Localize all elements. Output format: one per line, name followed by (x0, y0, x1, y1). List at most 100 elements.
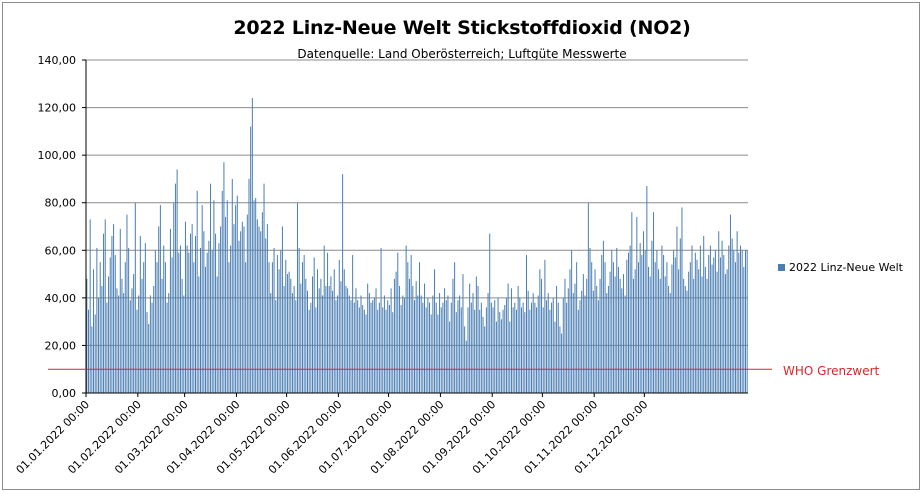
bar (164, 262, 166, 393)
bar (649, 276, 651, 393)
bar (432, 295, 434, 393)
bar (153, 285, 155, 393)
bar (425, 307, 427, 393)
bar (455, 312, 457, 393)
bar (413, 300, 415, 393)
bar (382, 307, 384, 393)
bar (240, 231, 242, 393)
bar (333, 269, 335, 393)
bar (559, 326, 561, 393)
bar (156, 262, 158, 393)
bar (91, 326, 93, 393)
bar (738, 252, 740, 393)
bar (144, 243, 146, 393)
bar (345, 285, 347, 393)
bar (103, 233, 105, 393)
bar (430, 314, 432, 393)
bar (211, 250, 213, 393)
bar (601, 255, 603, 393)
bar (544, 259, 546, 393)
bar (552, 297, 554, 393)
bar (621, 288, 623, 393)
bar (591, 262, 593, 393)
bar (179, 245, 181, 393)
bar (104, 219, 106, 393)
bar (303, 255, 305, 393)
bar (365, 314, 367, 393)
bar (696, 259, 698, 393)
bar (741, 250, 743, 393)
bar (213, 200, 215, 393)
bar (139, 236, 141, 393)
bar (688, 271, 690, 393)
bar (154, 250, 156, 393)
bar (241, 221, 243, 393)
bar (238, 240, 240, 393)
bar (460, 307, 462, 393)
bar (352, 255, 354, 393)
bar (407, 262, 409, 393)
bar (480, 302, 482, 393)
bar (579, 300, 581, 393)
bar (427, 297, 429, 393)
y-tick-label: 120,00 (38, 102, 77, 115)
bar (221, 190, 223, 393)
bar (629, 245, 631, 393)
bar (671, 264, 673, 393)
bar (683, 278, 685, 393)
bar (435, 302, 437, 393)
bar (437, 314, 439, 393)
bar (270, 293, 272, 393)
bar (373, 297, 375, 393)
bar (250, 126, 252, 393)
bar (698, 269, 700, 393)
bar (611, 250, 613, 393)
bar (275, 300, 277, 393)
bar (163, 245, 165, 393)
bar (377, 309, 379, 393)
bar (668, 285, 670, 393)
bar-series (86, 98, 748, 393)
bar (298, 247, 300, 393)
bar (713, 257, 715, 393)
bar (594, 269, 596, 393)
bar (551, 302, 553, 393)
bar (442, 302, 444, 393)
bar (424, 283, 426, 393)
bar (632, 278, 634, 393)
bar (447, 295, 449, 393)
bar (631, 212, 633, 393)
bar (592, 290, 594, 393)
bar (138, 295, 140, 393)
bar (181, 278, 183, 393)
bar (415, 281, 417, 393)
bar (183, 295, 185, 393)
bar (403, 297, 405, 393)
bar (196, 190, 198, 393)
bar (350, 300, 352, 393)
bar (158, 226, 160, 393)
bar (686, 290, 688, 393)
bar (320, 278, 322, 393)
bar (360, 295, 362, 393)
bar (484, 326, 486, 393)
chart-title: 2022 Linz-Neue Welt Stickstoffdioxid (NO… (233, 17, 691, 39)
bar (335, 300, 337, 393)
bar (651, 240, 653, 393)
bar (641, 255, 643, 393)
y-tick-label: 0,00 (52, 387, 77, 400)
bar (301, 262, 303, 393)
bar (121, 278, 123, 393)
bar (726, 269, 728, 393)
y-tick-label: 100,00 (38, 149, 77, 162)
bar (208, 240, 210, 393)
bar (133, 274, 135, 393)
bar (367, 283, 369, 393)
bar (643, 231, 645, 393)
bar (148, 324, 150, 393)
bar (526, 255, 527, 393)
bar (215, 233, 217, 393)
bar (659, 278, 661, 393)
bar (644, 250, 646, 393)
bar (599, 278, 601, 393)
